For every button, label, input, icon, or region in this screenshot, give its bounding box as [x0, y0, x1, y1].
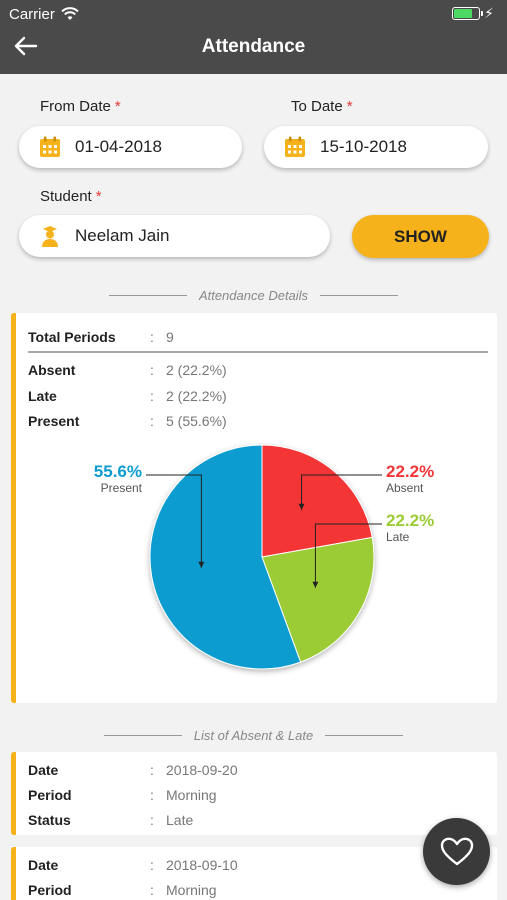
battery-icon	[452, 7, 483, 20]
list-item-status: Status: Late	[28, 812, 194, 828]
to-date-field[interactable]: 15-10-2018	[264, 126, 488, 168]
student-icon	[42, 226, 58, 247]
pie-label-name-late: Late	[386, 530, 410, 544]
from-date-value: 01-04-2018	[75, 137, 162, 156]
calendar-icon	[285, 136, 305, 157]
pie-label-value-absent: 22.2%	[386, 462, 434, 481]
status-bar: Carrier ⚡	[9, 4, 498, 24]
list-item[interactable]: Date:2018-09-10 Period: Morning	[11, 847, 497, 900]
required-mark: *	[95, 188, 102, 205]
list-item-period: Period: Morning	[28, 882, 217, 898]
attendance-details-divider: Attendance Details	[0, 285, 507, 305]
required-mark: *	[114, 98, 121, 115]
to-date-value: 15-10-2018	[320, 137, 407, 156]
student-field[interactable]: Neelam Jain	[19, 215, 330, 257]
pie-slice-late	[261, 536, 375, 663]
app-header: Carrier ⚡ Attendance	[0, 0, 507, 74]
callout-arrow-absent	[298, 503, 305, 510]
charging-icon: ⚡	[484, 5, 494, 21]
back-arrow-icon[interactable]	[12, 32, 40, 60]
page-title: Attendance	[201, 36, 306, 57]
list-item-period: Period: Morning	[28, 787, 217, 803]
callout-line-late	[314, 523, 382, 588]
from-date-label: From Date *	[40, 98, 121, 115]
required-mark: *	[346, 98, 353, 115]
list-item-date: Date:2018-09-20	[28, 762, 238, 778]
detail-row-absent: Absent:2 (22.2%)	[28, 362, 227, 378]
callout-line-absent	[301, 474, 382, 510]
attendance-details-card: Total Periods:9 Absent:2 (22.2%) Late:2 …	[11, 313, 497, 703]
callout-arrow-present	[198, 561, 205, 568]
wifi-icon	[61, 7, 79, 20]
list-item-date: Date:2018-09-10	[28, 857, 238, 873]
callout-line-present	[146, 474, 202, 568]
pie-label-value-late: 22.2%	[386, 511, 434, 530]
to-date-label: To Date *	[291, 98, 353, 115]
detail-separator	[28, 351, 488, 353]
pie-label-name-absent: Absent	[386, 481, 424, 495]
pie-slice-present	[149, 444, 302, 670]
list-item[interactable]: Date:2018-09-20 Period: Morning Status: La…	[11, 752, 497, 835]
favorite-button[interactable]	[423, 818, 490, 885]
pie-label-name-present: Present	[101, 481, 143, 495]
detail-row-present: Present:5 (55.6%)	[28, 413, 227, 429]
student-value: Neelam Jain	[75, 226, 170, 245]
detail-row-total: Total Periods:9	[28, 329, 174, 345]
callout-arrow-late	[312, 581, 319, 588]
heart-icon	[440, 837, 473, 865]
pie-label-value-present: 55.6%	[94, 462, 142, 481]
show-button[interactable]: SHOW	[352, 215, 489, 258]
detail-row-late: Late:2 (22.2%)	[28, 388, 227, 404]
carrier-label: Carrier	[9, 5, 55, 23]
student-label: Student *	[40, 188, 102, 205]
from-date-field[interactable]: 01-04-2018	[19, 126, 242, 168]
calendar-icon	[40, 136, 60, 157]
absent-late-divider: List of Absent & Late	[0, 725, 507, 745]
pie-slice-absent	[261, 444, 373, 558]
